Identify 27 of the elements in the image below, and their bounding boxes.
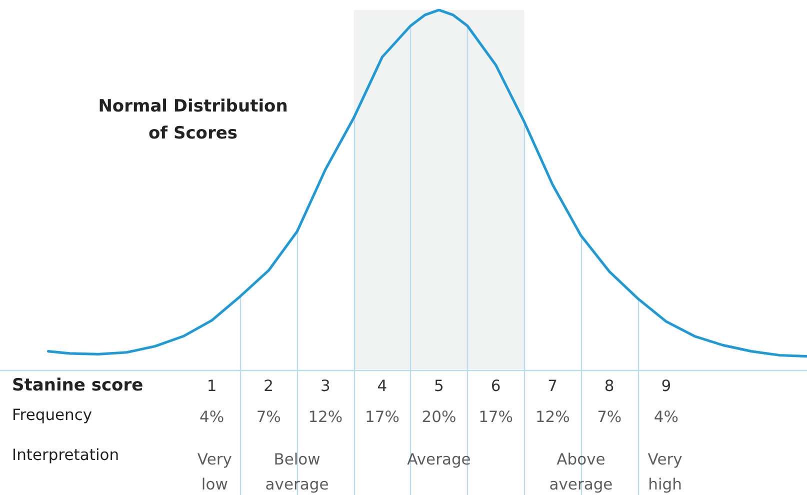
text: Frequency <box>12 406 92 424</box>
x-tick-label: 7 <box>548 377 558 395</box>
x-tick-label: 9 <box>661 377 672 395</box>
text: 4% <box>200 408 224 426</box>
x-tick-label: 6 <box>490 377 501 395</box>
text: 4% <box>654 408 678 426</box>
text: Very low <box>197 450 232 494</box>
x-tick-label: 8 <box>604 377 614 395</box>
text: 7% <box>256 408 281 426</box>
text: 17% <box>478 408 514 426</box>
text: 12% <box>535 408 570 426</box>
text: Very high <box>648 450 682 494</box>
text: Below average <box>265 450 329 494</box>
x-tick-label: 5 <box>434 377 444 395</box>
text: 20% <box>422 408 456 426</box>
x-tick-label: 4 <box>377 377 388 395</box>
text: Normal Distribution of Scores <box>98 96 288 144</box>
text: Interpretation <box>12 446 120 464</box>
x-tick-label: 3 <box>320 377 330 395</box>
text: 17% <box>364 408 400 426</box>
x-tick-label: 2 <box>264 377 274 395</box>
x-tick-label: 1 <box>206 377 217 395</box>
text: Average <box>407 450 471 468</box>
text: Above average <box>549 450 613 494</box>
text: 12% <box>308 408 343 426</box>
x-axis-title: Stanine score <box>12 376 144 396</box>
text: 7% <box>597 408 622 426</box>
